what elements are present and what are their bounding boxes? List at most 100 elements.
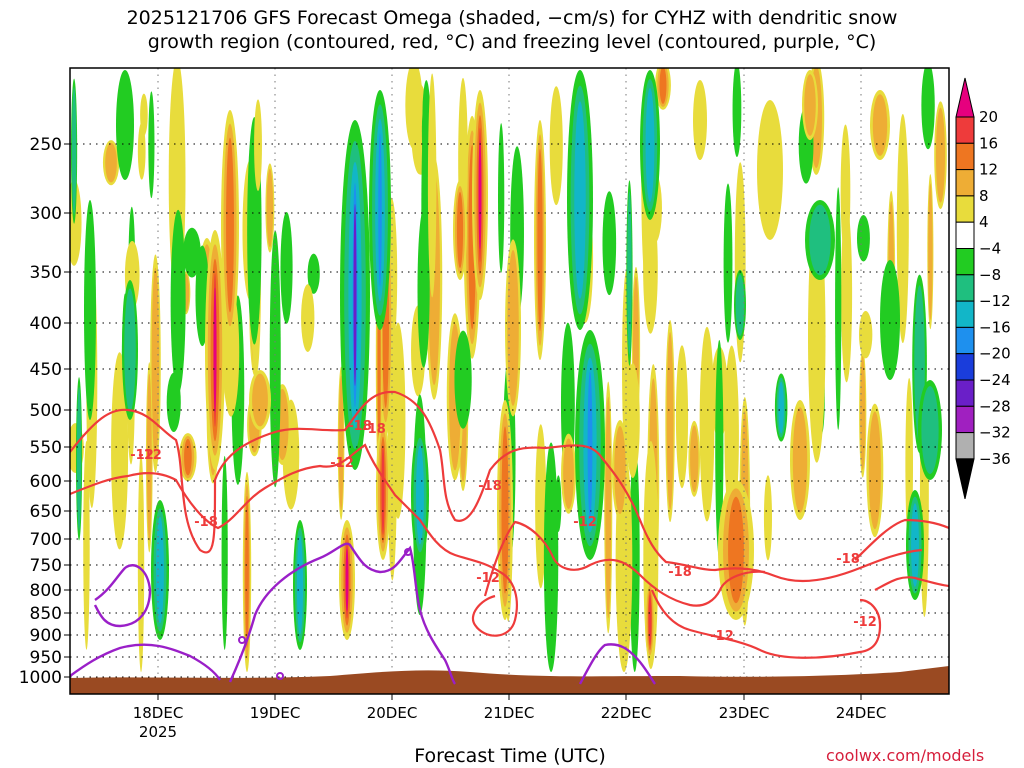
y-tick-label: 1000 <box>19 668 62 688</box>
omega-streak <box>856 215 870 262</box>
omega-streak <box>563 438 574 509</box>
title-line-1: 2025121706 GFS Forecast Omega (shaded, −… <box>126 7 898 29</box>
omega-streak <box>868 411 881 530</box>
omega-streak <box>921 386 939 474</box>
x-axis-title: Forecast Time (UTC) <box>414 745 606 767</box>
x-tick-label: 20DEC <box>367 704 418 722</box>
purple-contour-dot <box>238 636 246 644</box>
y-tick-label: 300 <box>30 204 62 224</box>
contour-label: -18 <box>478 479 502 494</box>
colorbar-label: −32 <box>979 424 1011 442</box>
omega-streak <box>629 441 640 672</box>
colorbar-label: −4 <box>979 240 1001 258</box>
omega-streak <box>804 74 816 136</box>
omega-streak <box>148 91 155 199</box>
purple-contour-line <box>93 564 152 628</box>
purple-contour-line <box>578 643 656 685</box>
omega-streak <box>549 86 563 206</box>
colorbar-label: −36 <box>979 450 1011 468</box>
omega-streak <box>71 87 77 215</box>
terrain-shape <box>70 666 949 694</box>
omega-streak <box>605 396 612 619</box>
omega-streak <box>307 253 320 294</box>
omega-streak <box>221 455 228 650</box>
omega-streak <box>105 142 117 183</box>
omega-streak <box>245 495 249 648</box>
omega-streak <box>614 426 626 514</box>
purple-contour-dot <box>404 548 412 556</box>
colorbar-bin <box>955 326 975 355</box>
omega-streak <box>675 345 689 489</box>
colorbar-bin <box>955 195 975 223</box>
colorbar: 20 16 12 8 4 −4 −8 −12 −16 −20 −24 −28 −32 −36 <box>955 77 1011 500</box>
omega-streak <box>699 326 715 522</box>
y-tick-label: 800 <box>30 581 62 601</box>
omega-streak <box>137 122 146 180</box>
omega-streak <box>872 94 888 156</box>
omega-streak <box>345 548 349 612</box>
grid-lines <box>70 68 949 694</box>
omega-streak <box>76 386 82 531</box>
red-contour-line <box>70 443 518 637</box>
y-tick-label: 850 <box>30 604 62 624</box>
omega-streak <box>254 99 262 192</box>
y-axis: 2503003504004505005506006507007508008509… <box>19 135 70 688</box>
y-tick-label: 900 <box>30 626 62 646</box>
contour-label: -18 <box>836 552 860 567</box>
credit-link[interactable]: coolwx.com/models <box>826 746 985 765</box>
colorbar-bin <box>955 405 975 434</box>
omega-streak <box>454 330 472 429</box>
omega-streak <box>728 496 744 604</box>
colorbar-bin <box>955 221 975 249</box>
omega-streak <box>543 442 559 672</box>
omega-streak <box>405 68 423 150</box>
colorbar-bin <box>955 300 975 328</box>
omega-streak <box>625 363 640 478</box>
omega-streak <box>124 288 136 412</box>
x-tick-label: 19DEC <box>250 704 301 722</box>
omega-streak <box>116 70 134 180</box>
colorbar-bin <box>955 353 975 381</box>
omega-streak <box>140 93 148 136</box>
omega-streak <box>137 453 145 672</box>
omega-streak <box>757 100 783 240</box>
contour-label: -12 <box>573 515 597 530</box>
omega-streak <box>170 209 186 394</box>
contour-label: -12 <box>138 448 162 463</box>
y-tick-label: 950 <box>30 648 62 668</box>
contour-label: -18 <box>362 422 386 437</box>
contour-labels: -12-18-12-18-12-18-12-12-18-12-18-12-18 <box>130 419 877 644</box>
colorbar-label: −28 <box>979 397 1011 415</box>
omega-streak <box>353 204 357 386</box>
omega-streak <box>896 113 909 344</box>
x-tick-label: 21DEC <box>484 704 535 722</box>
omega-streak <box>507 250 519 406</box>
omega-streak <box>478 140 482 250</box>
y-tick-label: 700 <box>30 530 62 550</box>
contour-label: -12 <box>130 448 154 463</box>
colorbar-label: −20 <box>979 345 1011 363</box>
omega-streak <box>456 192 464 268</box>
colorbar-bin <box>955 432 975 460</box>
omega-streak <box>252 373 268 427</box>
colorbar-bin <box>955 169 975 197</box>
contour-label: -12 <box>330 456 354 471</box>
y-tick-label: 550 <box>30 438 62 458</box>
purple-contour-line <box>228 542 457 685</box>
contour-label: -18 <box>194 515 218 530</box>
omega-streak <box>735 274 745 336</box>
omega-streak <box>778 381 784 434</box>
colorbar-bin <box>955 274 975 302</box>
y-tick-label: 750 <box>30 556 62 576</box>
colorbar-bin <box>955 248 975 276</box>
omega-streak <box>732 68 742 158</box>
red-contour-line <box>483 520 766 607</box>
contour-label: -18 <box>668 565 692 580</box>
x-axis: 18DEC 19DEC 20DEC 21DEC 22DEC 23DEC 24DEC 2025 <box>133 694 886 741</box>
purple-contour-line <box>70 643 222 681</box>
colorbar-label: −12 <box>979 292 1011 310</box>
omega-streak <box>296 535 304 635</box>
omega-streak <box>928 183 933 320</box>
omega-streak <box>690 425 699 493</box>
